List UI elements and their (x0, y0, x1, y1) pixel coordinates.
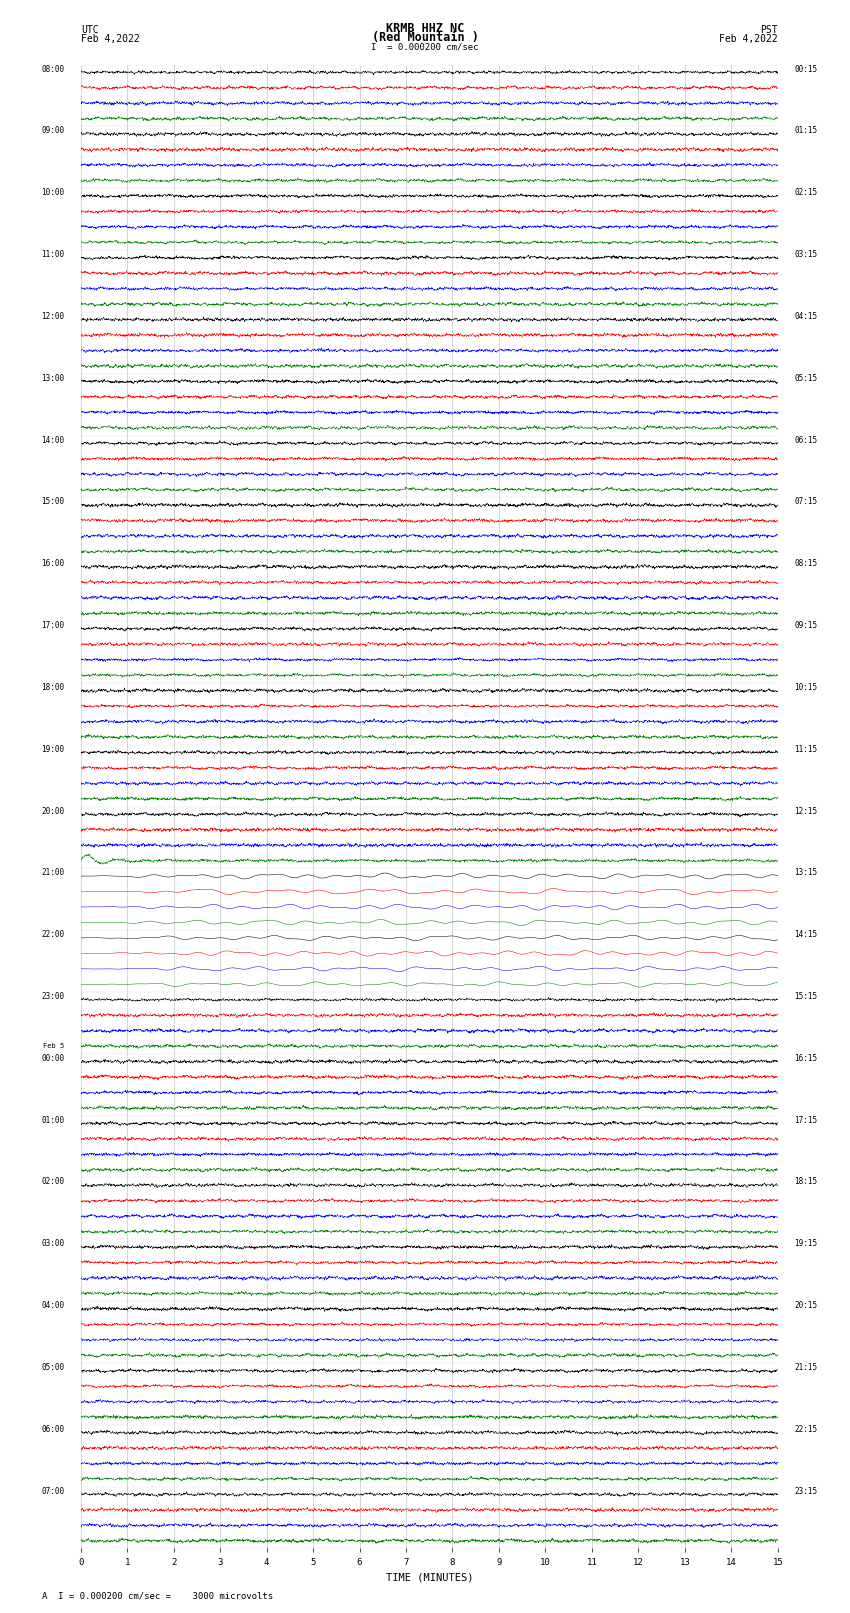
Text: A  I = 0.000200 cm/sec =    3000 microvolts: A I = 0.000200 cm/sec = 3000 microvolts (42, 1590, 274, 1600)
Text: 09:15: 09:15 (794, 621, 817, 631)
Text: 15:00: 15:00 (42, 497, 65, 506)
Text: 10:15: 10:15 (794, 682, 817, 692)
Text: Feb 4,2022: Feb 4,2022 (719, 34, 778, 44)
Text: 13:00: 13:00 (42, 374, 65, 382)
Text: 12:15: 12:15 (794, 806, 817, 816)
Text: 00:00: 00:00 (42, 1053, 65, 1063)
Text: 22:15: 22:15 (794, 1424, 817, 1434)
Text: 04:00: 04:00 (42, 1302, 65, 1310)
Text: 05:00: 05:00 (42, 1363, 65, 1373)
Text: 23:15: 23:15 (794, 1487, 817, 1495)
Text: 14:00: 14:00 (42, 436, 65, 445)
Text: 12:00: 12:00 (42, 311, 65, 321)
Text: 08:00: 08:00 (42, 65, 65, 74)
Text: Feb 4,2022: Feb 4,2022 (81, 34, 139, 44)
Text: 01:15: 01:15 (794, 126, 817, 135)
Text: 20:15: 20:15 (794, 1302, 817, 1310)
Text: 21:15: 21:15 (794, 1363, 817, 1373)
Text: 06:15: 06:15 (794, 436, 817, 445)
Text: Feb 5: Feb 5 (43, 1044, 65, 1050)
Text: 18:15: 18:15 (794, 1177, 817, 1187)
Text: 17:00: 17:00 (42, 621, 65, 631)
Text: 02:00: 02:00 (42, 1177, 65, 1187)
Text: 05:15: 05:15 (794, 374, 817, 382)
Text: 11:15: 11:15 (794, 745, 817, 753)
Text: 07:00: 07:00 (42, 1487, 65, 1495)
Text: 19:15: 19:15 (794, 1239, 817, 1248)
Text: 21:00: 21:00 (42, 868, 65, 877)
X-axis label: TIME (MINUTES): TIME (MINUTES) (386, 1573, 473, 1582)
Text: 13:15: 13:15 (794, 868, 817, 877)
Text: 16:00: 16:00 (42, 560, 65, 568)
Text: 00:15: 00:15 (794, 65, 817, 74)
Text: 01:00: 01:00 (42, 1116, 65, 1124)
Text: 19:00: 19:00 (42, 745, 65, 753)
Text: 14:15: 14:15 (794, 931, 817, 939)
Text: 09:00: 09:00 (42, 126, 65, 135)
Text: 06:00: 06:00 (42, 1424, 65, 1434)
Text: 03:15: 03:15 (794, 250, 817, 260)
Text: 07:15: 07:15 (794, 497, 817, 506)
Text: 04:15: 04:15 (794, 311, 817, 321)
Text: PST: PST (760, 24, 778, 35)
Text: 15:15: 15:15 (794, 992, 817, 1002)
Text: KRMB HHZ NC: KRMB HHZ NC (386, 21, 464, 35)
Text: 11:00: 11:00 (42, 250, 65, 260)
Text: 17:15: 17:15 (794, 1116, 817, 1124)
Text: 10:00: 10:00 (42, 189, 65, 197)
Text: 02:15: 02:15 (794, 189, 817, 197)
Text: UTC: UTC (81, 24, 99, 35)
Text: (Red Mountain ): (Red Mountain ) (371, 31, 479, 44)
Text: 23:00: 23:00 (42, 992, 65, 1002)
Text: I  = 0.000200 cm/sec: I = 0.000200 cm/sec (371, 42, 479, 52)
Text: 18:00: 18:00 (42, 682, 65, 692)
Text: 16:15: 16:15 (794, 1053, 817, 1063)
Text: 22:00: 22:00 (42, 931, 65, 939)
Text: 08:15: 08:15 (794, 560, 817, 568)
Text: 03:00: 03:00 (42, 1239, 65, 1248)
Text: 20:00: 20:00 (42, 806, 65, 816)
